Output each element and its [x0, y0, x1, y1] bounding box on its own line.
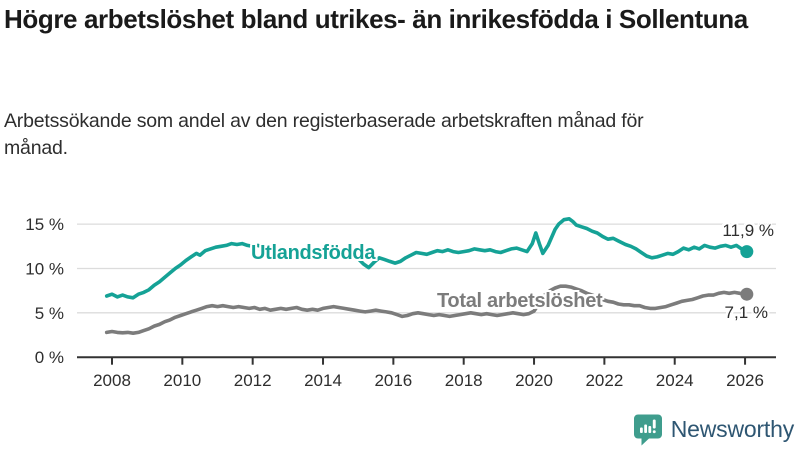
x-tick-label: 2022 [585, 371, 623, 390]
x-tick-label: 2014 [304, 371, 342, 390]
newsworthy-logo[interactable]: Newsworthy [633, 413, 794, 446]
series-end-dot-1 [740, 287, 754, 301]
brand-name: Newsworthy [670, 416, 794, 442]
y-tick-label: 10 % [25, 259, 64, 278]
bar-chart-speech-bubble-icon [633, 414, 662, 446]
x-tick-label: 2024 [656, 371, 694, 390]
x-tick-label: 2018 [445, 371, 483, 390]
x-tick-label: 2010 [163, 371, 201, 390]
series-line-1 [104, 284, 749, 336]
x-tick-label: 2012 [234, 371, 272, 390]
end-value-label-utlandsfodda: 11,9 % [722, 221, 774, 240]
x-tick-label: 2016 [374, 371, 412, 390]
end-value-label-total: 7,1 % [724, 303, 768, 322]
page-subtitle: Arbetssökande som andel av den registerb… [4, 110, 644, 159]
series-label-total-arbetsloshet: Total arbetslöshet [437, 290, 603, 312]
y-tick-label: 15 % [25, 215, 64, 234]
x-tick-label: 2008 [93, 371, 131, 390]
x-tick-label: 2020 [515, 371, 553, 390]
y-tick-label: 0 % [35, 348, 64, 367]
series-label-utlandsfodda: Utlandsfödda [251, 242, 376, 264]
y-tick-label: 5 % [35, 304, 64, 323]
page-title: Högre arbetslöshet bland utrikes- än inr… [4, 4, 748, 34]
series-end-dot-0 [740, 245, 754, 259]
x-tick-label: 2026 [726, 371, 764, 390]
series-line-0 [104, 217, 749, 300]
